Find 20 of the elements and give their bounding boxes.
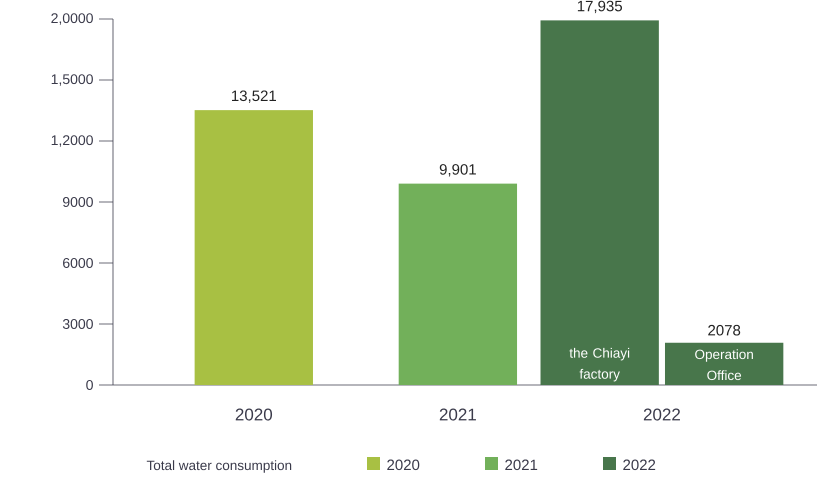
legend-title: Total water consumption [146, 460, 292, 473]
legend-label: 2020 [387, 460, 420, 470]
y-tick-label: 9000 [62, 197, 93, 207]
x-tick-label: 2022 [644, 408, 680, 421]
y-tick-label: 2,0000 [51, 13, 93, 25]
y-tick-label: 6000 [63, 258, 93, 268]
y-tick-label: 3000 [62, 319, 93, 329]
legend-label: 2022 [623, 460, 656, 470]
x-tick-label: 2021 [440, 408, 476, 421]
data-label: 17,935 [578, 0, 622, 14]
legend-label: 2021 [505, 460, 538, 470]
y-tick-label: 1,2000 [52, 135, 93, 147]
y-tick-label: 1,5000 [52, 74, 93, 86]
data-label: 2078 [708, 324, 740, 336]
annotation: Operation Office [695, 349, 753, 380]
annotation: the Chiayi factory [570, 348, 630, 382]
data-label: 9,901 [440, 164, 476, 176]
x-tick-label: 2020 [236, 408, 272, 421]
y-tick-label: 0 [86, 380, 93, 390]
data-label: 13,521 [232, 90, 276, 103]
